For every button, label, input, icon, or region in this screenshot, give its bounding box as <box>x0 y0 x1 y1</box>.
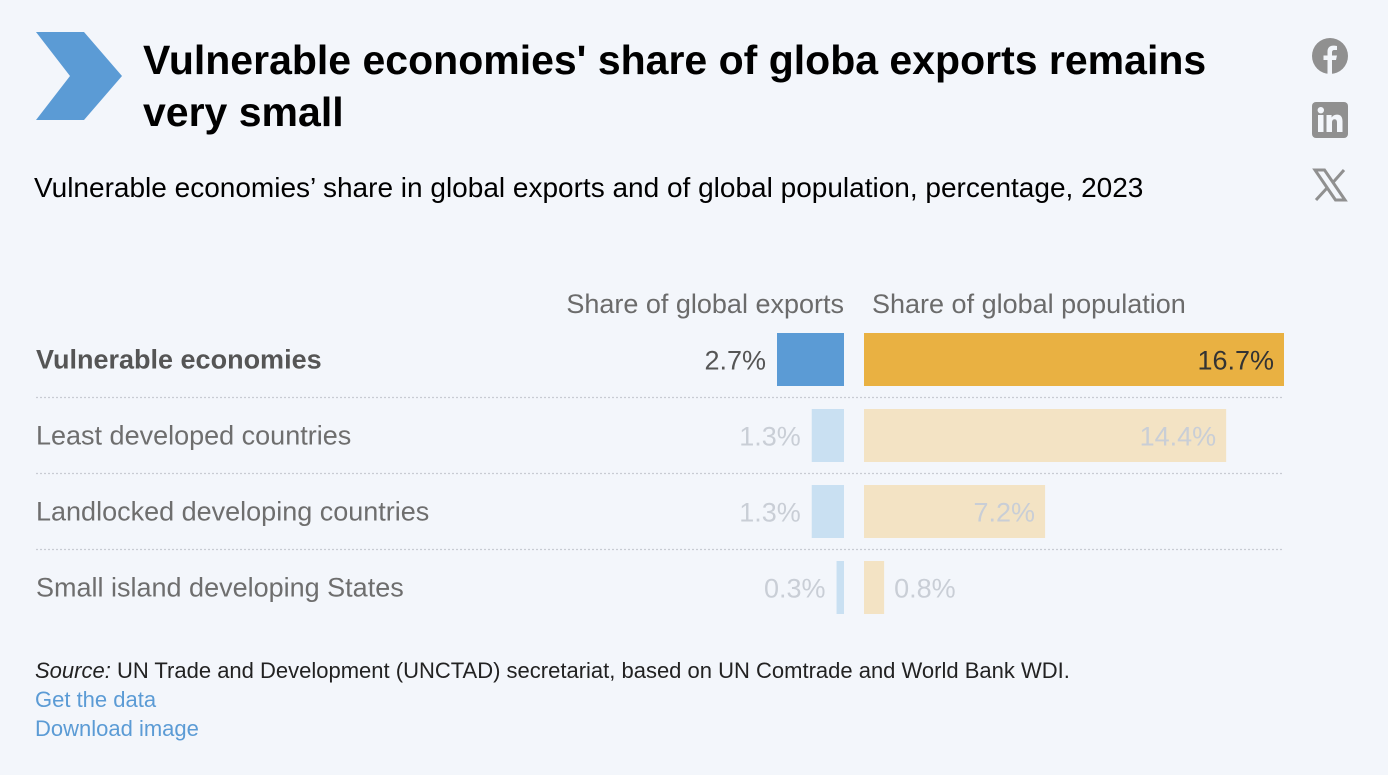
source-text: UN Trade and Development (UNCTAD) secret… <box>110 658 1070 683</box>
row-label: Least developed countries <box>36 421 351 451</box>
footer: Source: UN Trade and Development (UNCTAD… <box>35 656 1070 743</box>
row-label: Landlocked developing countries <box>36 497 429 527</box>
linkedin-icon <box>1312 102 1348 138</box>
x-share-button[interactable] <box>1311 166 1349 204</box>
population-bar <box>864 409 1227 462</box>
x-icon <box>1312 168 1348 202</box>
exports-value-label: 1.3% <box>739 498 801 528</box>
exports-column-header: Share of global exports <box>566 289 844 319</box>
population-bar <box>864 561 885 614</box>
population-value-label: 7.2% <box>974 498 1036 528</box>
exports-value-label: 2.7% <box>704 346 766 376</box>
source-note: Source: UN Trade and Development (UNCTAD… <box>35 656 1070 685</box>
chevron-logo-icon <box>36 32 122 120</box>
population-bar <box>864 485 1046 538</box>
population-value-label: 16.7% <box>1197 346 1274 376</box>
page-title: Vulnerable economies' share of globa exp… <box>143 37 1207 135</box>
facebook-icon <box>1312 38 1348 74</box>
exports-value-label: 0.3% <box>764 574 826 604</box>
exports-bar <box>811 409 844 462</box>
exports-bar <box>811 485 844 538</box>
row-label: Vulnerable economies <box>36 345 322 375</box>
population-value-label: 14.4% <box>1140 422 1217 452</box>
exports-bar <box>836 561 844 614</box>
get-data-link[interactable]: Get the data <box>35 687 157 712</box>
population-value-label: 0.8% <box>894 574 956 604</box>
population-bar <box>864 333 1284 386</box>
population-column-header: Share of global population <box>872 289 1186 319</box>
facebook-share-button[interactable] <box>1311 37 1349 75</box>
chart-subtitle: Vulnerable economies’ share in global ex… <box>34 172 1144 203</box>
row-label: Small island developing States <box>36 573 404 603</box>
exports-bar <box>777 333 844 386</box>
exports-value-label: 1.3% <box>739 422 801 452</box>
source-label: Source: <box>35 658 111 683</box>
download-image-link[interactable]: Download image <box>35 716 199 741</box>
linkedin-share-button[interactable] <box>1311 101 1349 139</box>
